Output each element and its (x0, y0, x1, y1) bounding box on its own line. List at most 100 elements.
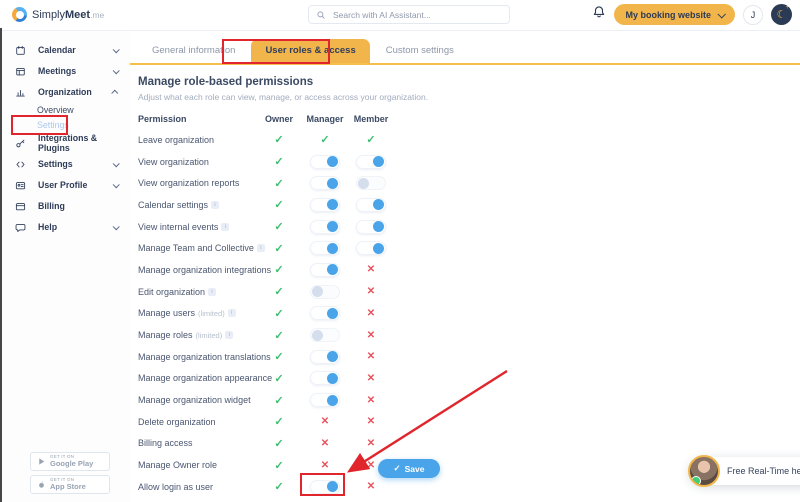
sidebar-item-label: Integrations & Plugins (38, 132, 98, 153)
logo-icon (12, 7, 27, 22)
calendar-icon (15, 45, 27, 56)
x-icon: ✕ (366, 286, 376, 298)
toggle-on[interactable] (356, 219, 386, 234)
chevron-down-icon (112, 66, 120, 74)
search-box[interactable] (308, 5, 510, 24)
toggle-on[interactable] (310, 371, 340, 386)
permission-row-manage-organization-widget: Manage organization widget ✓ ✕ (138, 389, 800, 411)
toggle-knob (327, 221, 338, 233)
toggle-knob (312, 329, 323, 341)
check-icon: ✓ (320, 134, 330, 147)
toggle-knob (373, 221, 384, 233)
column-header-permission: Permission (138, 114, 187, 124)
toggle-on[interactable] (310, 479, 340, 494)
live-help-widget[interactable]: Free Real-Time help (688, 455, 800, 487)
toggle-on[interactable] (310, 241, 340, 256)
app-logo[interactable]: SimplyMeet.me (12, 7, 104, 22)
toggle-knob (327, 394, 338, 406)
info-icon (256, 244, 265, 253)
permission-row-allow-login-as-user: Allow login as user ✓ ✕ (138, 476, 800, 498)
sidebar-item-billing[interactable]: Billing (2, 196, 130, 216)
check-icon: ✓ (274, 199, 284, 212)
check-icon: ✓ (274, 286, 284, 299)
check-icon: ✓ (274, 372, 284, 385)
sidebar-item-user-profile[interactable]: User Profile (2, 175, 130, 195)
toggle-on[interactable] (356, 241, 386, 256)
toggle-on[interactable] (310, 393, 340, 408)
tab-general-information[interactable]: General information (152, 45, 236, 56)
permission-row-manage-organization-translations: Manage organization translations ✓ ✕ (138, 346, 800, 368)
permission-label: Delete organization (138, 416, 216, 427)
window-edge (0, 28, 2, 502)
booking-website-button[interactable]: My booking website (614, 4, 735, 25)
search-icon (317, 10, 325, 19)
live-help-label: Free Real-Time help (727, 466, 800, 476)
search-input[interactable] (331, 8, 502, 21)
topbar-actions: My booking website J ☾ + (592, 4, 792, 25)
chevron-down-icon (112, 159, 120, 167)
toggle-on[interactable] (310, 306, 340, 321)
permission-label: Leave organization (138, 134, 215, 145)
dark-mode-toggle[interactable]: ☾ + (771, 4, 792, 25)
meetings-icon (15, 66, 27, 77)
x-icon: ✕ (320, 416, 330, 428)
x-icon: ✕ (366, 459, 376, 471)
permission-row-manage-team-and-collective: Manage Team and Collective ✓ (138, 237, 800, 259)
sidebar-item-organization[interactable]: Organization (2, 82, 130, 102)
toggle-on[interactable] (356, 154, 386, 169)
sidebar-item-calendar[interactable]: Calendar (2, 40, 130, 60)
check-icon: ✓ (274, 481, 284, 494)
tab-custom-settings[interactable]: Custom settings (385, 45, 454, 56)
toggle-on[interactable] (310, 349, 340, 364)
logo-text: SimplyMeet.me (32, 8, 105, 21)
x-icon: ✕ (366, 307, 376, 319)
sidebar-item-meetings[interactable]: Meetings (2, 61, 130, 81)
page-title: Manage role-based permissions (138, 76, 314, 88)
toggle-on[interactable] (310, 176, 340, 191)
toggle-on[interactable] (310, 197, 340, 212)
org-chart-icon (15, 87, 27, 98)
toggle-knob (327, 177, 338, 189)
save-button[interactable]: ✓ Save (378, 459, 440, 478)
check-icon: ✓ (274, 394, 284, 407)
toggle-knob (373, 156, 384, 168)
permission-label: View organization (138, 156, 209, 167)
tab-user-roles-access[interactable]: User roles & access (251, 39, 370, 63)
sidebar-item-settings[interactable]: Settings (2, 154, 130, 174)
app-store-badge[interactable]: GET IT ON App Store (30, 475, 110, 494)
limited-tag: (limited) (198, 308, 225, 318)
toggle-on[interactable] (310, 154, 340, 169)
code-icon (15, 159, 27, 170)
column-header-member: Member (353, 114, 389, 124)
sidebar-item-help[interactable]: Help (2, 217, 130, 237)
toggle-knob (327, 264, 338, 276)
user-avatar[interactable]: J (743, 4, 763, 25)
toggle-off[interactable] (310, 328, 340, 343)
apple-icon (39, 481, 44, 488)
toggle-knob (373, 199, 384, 211)
sidebar-subitem-overview[interactable]: Overview (37, 105, 74, 115)
sidebar-item-integrations-plugins[interactable]: Integrations & Plugins (2, 133, 130, 153)
check-icon: ✓ (274, 242, 284, 255)
info-icon (225, 331, 234, 340)
section-header: Manage role-based permissions Adjust wha… (130, 65, 800, 102)
x-icon: ✕ (366, 416, 376, 428)
toggle-on[interactable] (310, 219, 340, 234)
toggle-off[interactable] (310, 284, 340, 299)
check-icon: ✓ (274, 351, 284, 364)
integrations-icon (15, 138, 27, 149)
google-play-badge[interactable]: GET IT ON Google Play (30, 452, 110, 471)
chevron-up-icon (111, 89, 119, 97)
topbar: SimplyMeet.me My booking website J ☾+ (0, 0, 800, 31)
sidebar-subitem-settings[interactable]: Settings (37, 120, 69, 130)
permission-label: Manage organization widget (138, 395, 251, 406)
toggle-off[interactable] (356, 176, 386, 191)
permission-label: Manage Owner role (138, 460, 218, 471)
check-icon: ✓ (366, 134, 376, 147)
x-icon: ✕ (366, 437, 376, 449)
toggle-on[interactable] (356, 197, 386, 212)
notifications-bell-icon[interactable] (592, 5, 606, 24)
toggle-on[interactable] (310, 262, 340, 277)
table-header-row: Permission Owner Manager Member (138, 110, 800, 128)
permission-row-billing-access: Billing access ✓ ✕ ✕ (138, 433, 800, 455)
